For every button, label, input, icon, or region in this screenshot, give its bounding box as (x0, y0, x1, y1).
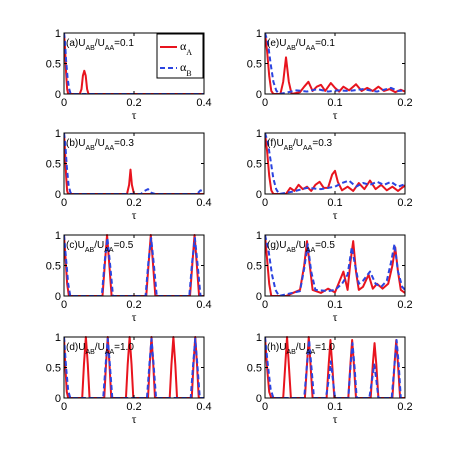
x-tick-label: 0.4 (196, 401, 211, 413)
panel-g: 0 0.1 0.2 0 0.5 1 τ (g)UAB/UAA=0.5 (247, 230, 413, 324)
x-tick-label: 0.1 (327, 197, 342, 209)
x-tick-label: 0.2 (126, 401, 141, 413)
plot-area (64, 235, 204, 296)
x-tick-label: 0.2 (397, 197, 412, 209)
x-axis-label: τ (132, 208, 137, 222)
panel-label: (g)UAB/UAA=0.5 (267, 240, 335, 254)
x-tick-label: 0.2 (126, 197, 141, 209)
panel-e: 0 0.1 0.2 0 0.5 1 τ (e)UAB/UAA=0.1 (247, 28, 413, 122)
y-tick-label: 1 (256, 230, 262, 242)
y-tick-label: 0.5 (247, 159, 262, 171)
x-axis-label: τ (132, 412, 137, 426)
panel-c: 0 0.2 0.4 0 0.5 1 τ (c)UAB/UAA=0.5 (46, 230, 212, 324)
x-tick-label: 0.2 (126, 299, 141, 311)
series-alpha-B (64, 32, 204, 94)
x-axis-label: τ (333, 208, 338, 222)
y-tick-label: 0.5 (247, 261, 262, 273)
x-axis-label: τ (333, 412, 338, 426)
series-alpha-B (265, 336, 405, 398)
x-tick-label: 0 (262, 299, 268, 311)
panel-h: 0 0.1 0.2 0 0.5 1 τ (h)UAB/UAA=1.0 (247, 332, 413, 426)
x-axis-label: τ (132, 108, 137, 122)
y-tick-label: 0 (55, 89, 61, 101)
x-tick-label: 0 (262, 197, 268, 209)
series-alpha-A (265, 336, 405, 398)
panel-label: (d)UAB/UAA=1.0 (66, 342, 134, 356)
series-alpha-A (64, 132, 204, 194)
y-tick-label: 0 (55, 393, 61, 405)
y-tick-label: 0.5 (46, 261, 61, 273)
series-alpha-A (265, 32, 405, 94)
series-alpha-A (64, 32, 204, 94)
panel-label: (a)UAB/UAA=0.1 (66, 38, 134, 52)
y-tick-label: 0 (256, 393, 262, 405)
x-tick-label: 0.4 (196, 197, 211, 209)
y-tick-label: 1 (55, 230, 61, 242)
y-tick-label: 1 (55, 128, 61, 140)
panel-f: 0 0.1 0.2 0 0.5 1 τ (f)UAB/UAA=0.3 (247, 128, 413, 222)
panel-label: (f)UAB/UAA=0.3 (267, 138, 333, 152)
x-tick-label: 0 (61, 401, 67, 413)
x-tick-label: 0 (262, 97, 268, 109)
y-tick-label: 1 (55, 28, 61, 40)
x-tick-label: 0 (262, 401, 268, 413)
x-tick-label: 0.4 (196, 299, 211, 311)
series-alpha-B (64, 336, 204, 398)
panel-b: 0 0.2 0.4 0 0.5 1 τ (b)UAB/UAA=0.3 (46, 128, 212, 222)
x-tick-label: 0.1 (327, 401, 342, 413)
series-alpha-B (265, 132, 405, 194)
panel-d: 0 0.2 0.4 0 0.5 1 τ (d)UAB/UAA=1.0 (46, 332, 212, 426)
panel-label: (h)UAB/UAA=1.0 (267, 342, 335, 356)
y-tick-label: 0 (55, 291, 61, 303)
y-tick-label: 1 (256, 332, 262, 344)
y-tick-label: 1 (256, 28, 262, 40)
y-tick-label: 0 (256, 89, 262, 101)
x-tick-label: 0 (61, 97, 67, 109)
x-axis-label: τ (333, 310, 338, 324)
panel-label: (c)UAB/UAA=0.5 (66, 240, 134, 254)
legend-entry: αA (180, 39, 192, 57)
y-tick-label: 1 (256, 128, 262, 140)
plot-area (265, 133, 405, 194)
panel-label: (b)UAB/UAA=0.3 (66, 138, 134, 152)
x-axis-label: τ (132, 310, 137, 324)
y-tick-label: 0.5 (46, 59, 61, 71)
x-tick-label: 0.2 (397, 401, 412, 413)
x-axis-label: τ (333, 108, 338, 122)
y-tick-label: 0.5 (247, 363, 262, 375)
y-tick-label: 0.5 (46, 363, 61, 375)
y-tick-label: 0 (256, 189, 262, 201)
x-tick-label: 0.1 (327, 97, 342, 109)
legend: αA αB (156, 33, 204, 79)
series-alpha-A (64, 336, 204, 398)
y-tick-label: 0.5 (46, 159, 61, 171)
panel-label: (e)UAB/UAA=0.1 (267, 38, 335, 52)
x-tick-label: 0.2 (397, 299, 412, 311)
x-tick-label: 0.2 (126, 97, 141, 109)
series-alpha-B (265, 234, 405, 296)
y-tick-label: 0 (256, 291, 262, 303)
series-alpha-A (265, 234, 405, 296)
y-tick-label: 0.5 (247, 59, 262, 71)
y-tick-label: 1 (55, 332, 61, 344)
plot-area (64, 133, 204, 194)
x-tick-label: 0.2 (397, 97, 412, 109)
legend-entry: αB (180, 60, 192, 78)
x-tick-label: 0.1 (327, 299, 342, 311)
y-tick-label: 0 (55, 189, 61, 201)
legend-box (156, 33, 204, 79)
x-tick-label: 0.4 (196, 97, 211, 109)
x-tick-label: 0 (61, 299, 67, 311)
series-alpha-B (265, 32, 405, 94)
series-alpha-B (64, 234, 204, 296)
series-alpha-B (64, 132, 204, 194)
x-tick-label: 0 (61, 197, 67, 209)
